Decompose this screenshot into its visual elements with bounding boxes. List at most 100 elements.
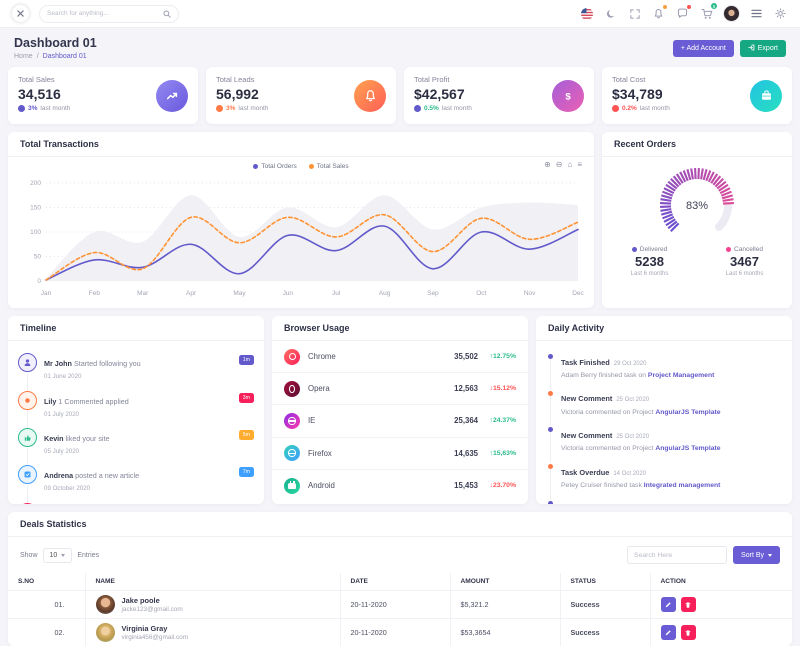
activity-link[interactable]: AngularJS Template bbox=[655, 409, 720, 416]
change-suffix: last month bbox=[640, 105, 670, 112]
table-search-input[interactable] bbox=[627, 546, 727, 564]
change-percent: 0.5% bbox=[424, 105, 439, 112]
comment-dot-icon bbox=[18, 391, 37, 410]
language-flag-icon[interactable] bbox=[579, 6, 594, 21]
activity-date: 14 Oct 2020 bbox=[613, 471, 646, 477]
browser-name: IE bbox=[308, 416, 315, 425]
legend-total-sales[interactable]: Total Sales bbox=[309, 163, 349, 170]
dollar-icon: $ bbox=[552, 80, 584, 112]
change-percent: 0.2% bbox=[622, 105, 637, 112]
timeline-text: Started following you bbox=[74, 359, 141, 368]
legend-dot bbox=[309, 164, 314, 169]
browser-value: 14,635 bbox=[454, 449, 478, 458]
svg-text:Sep: Sep bbox=[427, 290, 439, 297]
deals-statistics-card: Deals Statistics Show 10 Entries Sort By… bbox=[8, 512, 792, 646]
bell-icon bbox=[354, 80, 386, 112]
global-search[interactable] bbox=[39, 5, 179, 23]
fullscreen-icon[interactable] bbox=[627, 6, 642, 21]
timeline-date: 01 June 2020 bbox=[44, 373, 232, 380]
add-account-button[interactable]: + Add Account bbox=[673, 40, 734, 57]
browser-row-ie: IE 25,364 ↑24.37% bbox=[272, 405, 528, 437]
timeline-date: 09 October 2020 bbox=[44, 485, 232, 492]
timeline-badge: 5m bbox=[239, 430, 254, 440]
col-status[interactable]: STATUS bbox=[560, 573, 650, 591]
trend-up-icon bbox=[156, 80, 188, 112]
change-suffix: last month bbox=[238, 105, 268, 112]
search-input[interactable] bbox=[47, 10, 163, 17]
col-sno[interactable]: S.NO bbox=[8, 573, 85, 591]
col-name[interactable]: NAME bbox=[85, 573, 340, 591]
col-action[interactable]: ACTION bbox=[650, 573, 792, 591]
activity-link[interactable]: Integrated management bbox=[644, 482, 721, 489]
svg-text:$: $ bbox=[565, 91, 571, 102]
breadcrumb-home-link[interactable]: Home bbox=[14, 53, 33, 60]
svg-text:Mar: Mar bbox=[137, 290, 149, 297]
activity-link[interactable]: AngularJS Template bbox=[655, 445, 720, 452]
svg-text:Oct: Oct bbox=[476, 290, 486, 297]
messages-chat-icon[interactable] bbox=[675, 6, 690, 21]
change-dot bbox=[612, 105, 619, 112]
page-title: Dashboard 01 bbox=[14, 36, 97, 50]
user-icon bbox=[18, 353, 37, 372]
svg-text:Jan: Jan bbox=[41, 290, 52, 297]
entries-select[interactable]: 10 bbox=[43, 548, 73, 563]
delete-button[interactable] bbox=[681, 597, 696, 612]
row-email: jacke123@gmail.com bbox=[122, 606, 183, 613]
col-amount[interactable]: AMOUNT bbox=[450, 573, 560, 591]
menu-hamburger-icon[interactable] bbox=[749, 6, 764, 21]
row-amount: $53,3654 bbox=[450, 619, 560, 646]
export-button[interactable]: Export bbox=[740, 40, 786, 57]
export-label: Export bbox=[758, 45, 778, 52]
user-avatar[interactable] bbox=[723, 5, 740, 22]
browser-change: ↓15.12% bbox=[478, 385, 516, 392]
col-date[interactable]: DATE bbox=[340, 573, 450, 591]
browser-change: ↑12.75% bbox=[478, 353, 516, 360]
timeline-text: posted a new article bbox=[75, 471, 139, 480]
svg-text:Feb: Feb bbox=[89, 290, 101, 297]
activity-link[interactable]: Project Management bbox=[648, 372, 714, 379]
card-title: Daily Activity bbox=[536, 316, 792, 341]
svg-text:Jun: Jun bbox=[283, 290, 294, 297]
row-date: 20-11-2020 bbox=[340, 591, 450, 619]
cart-icon[interactable]: 5 bbox=[699, 6, 714, 21]
chart-toolbar: ⊕ ⊖ ⌂ ≡ bbox=[544, 161, 582, 169]
edit-button[interactable] bbox=[661, 597, 676, 612]
timeline-name: Lily bbox=[44, 397, 56, 406]
zoom-in-icon[interactable]: ⊕ bbox=[544, 161, 551, 169]
avatar bbox=[96, 595, 115, 614]
close-icon[interactable] bbox=[12, 5, 29, 22]
home-icon[interactable]: ⌂ bbox=[567, 161, 572, 169]
legend-total-orders[interactable]: Total Orders bbox=[253, 163, 296, 170]
delete-button[interactable] bbox=[681, 625, 696, 640]
cancelled-dot bbox=[726, 247, 731, 252]
delivered-dot bbox=[632, 247, 637, 252]
menu-icon[interactable]: ≡ bbox=[577, 161, 582, 169]
browser-name: Android bbox=[308, 481, 335, 490]
browser-row-firefox: Firefox 14,635 ↑15,63% bbox=[272, 438, 528, 470]
activity-text: Petey Cruiser finished task bbox=[561, 482, 642, 489]
table-header-row: S.NO NAME DATE AMOUNT STATUS ACTION bbox=[8, 573, 792, 591]
activity-date: 29 Oct 2020 bbox=[614, 361, 647, 367]
search-icon[interactable] bbox=[163, 5, 171, 23]
deals-table: S.NO NAME DATE AMOUNT STATUS ACTION 01. … bbox=[8, 573, 792, 646]
legend-label: Total Sales bbox=[317, 163, 349, 170]
card-title: Deals Statistics bbox=[8, 512, 792, 537]
edit-button[interactable] bbox=[661, 625, 676, 640]
zoom-out-icon[interactable]: ⊖ bbox=[556, 161, 563, 169]
svg-text:83%: 83% bbox=[686, 200, 708, 212]
stat-card-total-leads: Total Leads 56,992 3%last month bbox=[206, 67, 396, 124]
change-suffix: last month bbox=[40, 105, 70, 112]
svg-text:150: 150 bbox=[30, 205, 41, 212]
chevron-down-icon bbox=[61, 554, 65, 557]
notifications-bell-icon[interactable] bbox=[651, 6, 666, 21]
sort-by-button[interactable]: Sort By bbox=[733, 546, 780, 564]
bag-icon bbox=[18, 503, 37, 504]
row-name: Virginia Gray bbox=[122, 624, 189, 633]
dark-mode-moon-icon[interactable] bbox=[603, 6, 618, 21]
settings-gear-icon[interactable] bbox=[773, 6, 788, 21]
